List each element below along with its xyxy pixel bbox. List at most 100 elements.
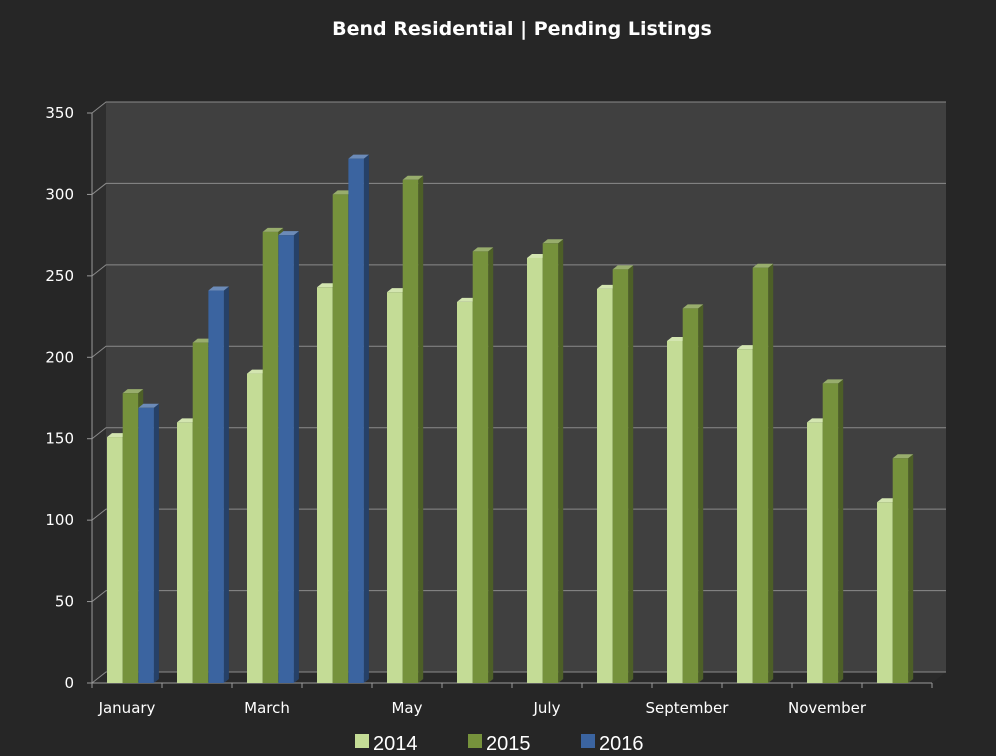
x-tick-label: September bbox=[646, 699, 730, 717]
bar-top-face bbox=[527, 253, 548, 258]
y-tick-label: 350 bbox=[45, 104, 74, 122]
legend-item-2016: 2016 bbox=[581, 733, 644, 755]
bar-side-face bbox=[698, 304, 704, 683]
bar-side-face bbox=[558, 239, 564, 684]
bar-top-face bbox=[542, 239, 564, 244]
bar-front-face bbox=[208, 290, 224, 683]
legend: 2014 2015 2016 bbox=[355, 733, 644, 755]
bar-side-face bbox=[223, 286, 229, 683]
bar-top-face bbox=[682, 304, 704, 309]
y-tick-label: 50 bbox=[55, 593, 74, 611]
bar-side-face bbox=[628, 265, 634, 683]
bar-top-face bbox=[612, 265, 634, 270]
bar-front-face bbox=[317, 287, 333, 683]
x-tick-label: January bbox=[98, 699, 156, 717]
x-tick-label: March bbox=[244, 699, 290, 717]
bar-2015-july bbox=[542, 239, 564, 684]
bar-front-face bbox=[122, 393, 139, 683]
bar-front-face bbox=[278, 235, 294, 683]
y-tick-label: 300 bbox=[45, 185, 74, 203]
bar-top-face bbox=[107, 433, 128, 438]
bar-2016-february bbox=[208, 286, 229, 683]
bar-2015-september bbox=[682, 304, 704, 683]
plot-area bbox=[92, 102, 946, 683]
bar-top-face bbox=[472, 247, 494, 252]
bar-front-face bbox=[457, 301, 473, 683]
x-tick-label: November bbox=[788, 699, 867, 717]
bar-front-face bbox=[752, 267, 769, 683]
bar-side-face bbox=[908, 454, 914, 683]
y-tick-label: 100 bbox=[45, 511, 74, 529]
legend-label: 2015 bbox=[486, 733, 531, 755]
gridline bbox=[91, 101, 946, 114]
bar-front-face bbox=[892, 458, 909, 683]
bar-2015-december bbox=[892, 454, 914, 683]
bar-top-face bbox=[457, 297, 478, 302]
gridline bbox=[91, 264, 946, 277]
bar-top-face bbox=[822, 379, 844, 384]
bar-2015-november bbox=[822, 379, 844, 683]
bar-2015-may bbox=[402, 175, 424, 683]
bar-front-face bbox=[612, 269, 629, 683]
bar-top-face bbox=[807, 418, 828, 423]
gridline bbox=[91, 590, 946, 602]
bars bbox=[107, 154, 914, 684]
bar-2015-august bbox=[612, 265, 634, 683]
bar-top-face bbox=[667, 337, 688, 341]
gridline bbox=[91, 508, 946, 521]
legend-item-2015: 2015 bbox=[468, 733, 531, 755]
bar-front-face bbox=[332, 194, 349, 683]
bar-front-face bbox=[737, 349, 753, 683]
bar-front-face bbox=[822, 383, 839, 683]
y-tick-label: 150 bbox=[45, 430, 74, 448]
legend-label: 2016 bbox=[599, 733, 644, 755]
bar-top-face bbox=[597, 284, 618, 289]
bar-front-face bbox=[262, 231, 279, 683]
gridline bbox=[91, 345, 946, 358]
bar-front-face bbox=[807, 422, 823, 683]
gridlines bbox=[87, 101, 946, 684]
bar-side-face bbox=[838, 379, 844, 683]
bar-top-face bbox=[402, 175, 424, 180]
bar-front-face bbox=[542, 243, 559, 684]
gridline bbox=[91, 182, 946, 195]
bar-top-face bbox=[737, 345, 758, 350]
y-axis-tick-labels: 0 50 100 150 200 250 300 350 bbox=[45, 104, 74, 692]
bar-2015-june bbox=[472, 247, 494, 683]
bar-top-face bbox=[192, 338, 214, 343]
bar-front-face bbox=[192, 342, 209, 683]
y-tick-label: 200 bbox=[45, 348, 74, 366]
plot-side-wall bbox=[92, 102, 106, 683]
bar-front-face bbox=[597, 288, 613, 683]
plot-floor bbox=[92, 672, 946, 683]
bar-front-face bbox=[877, 502, 893, 683]
bar-top-face bbox=[247, 369, 268, 374]
y-tick-label: 250 bbox=[45, 267, 74, 285]
bar-top-face bbox=[752, 263, 774, 268]
gridline bbox=[91, 427, 946, 440]
bar-side-face bbox=[488, 247, 494, 683]
axes bbox=[91, 113, 933, 688]
bar-side-face bbox=[293, 231, 299, 683]
bar-front-face bbox=[667, 341, 683, 683]
bar-front-face bbox=[177, 422, 193, 683]
bar-side-face bbox=[768, 263, 774, 683]
bar-front-face bbox=[247, 373, 263, 683]
bar-top-face bbox=[177, 418, 198, 423]
plot-back-wall bbox=[106, 102, 946, 672]
bar-top-face bbox=[877, 498, 898, 503]
bar-front-face bbox=[527, 257, 543, 683]
bar-top-face bbox=[138, 403, 159, 408]
bar-top-face bbox=[262, 227, 284, 232]
x-tick-label: May bbox=[391, 699, 422, 717]
bar-top-face bbox=[332, 190, 354, 195]
bar-top-face bbox=[387, 288, 408, 293]
legend-swatch bbox=[581, 734, 595, 748]
bar-front-face bbox=[107, 437, 123, 683]
legend-swatch bbox=[468, 734, 482, 748]
legend-item-2014: 2014 bbox=[355, 733, 418, 755]
bar-2016-march bbox=[278, 231, 299, 683]
x-tick-label: July bbox=[533, 699, 561, 717]
bar-top-face bbox=[892, 454, 914, 459]
y-tick-label: 0 bbox=[64, 674, 74, 692]
